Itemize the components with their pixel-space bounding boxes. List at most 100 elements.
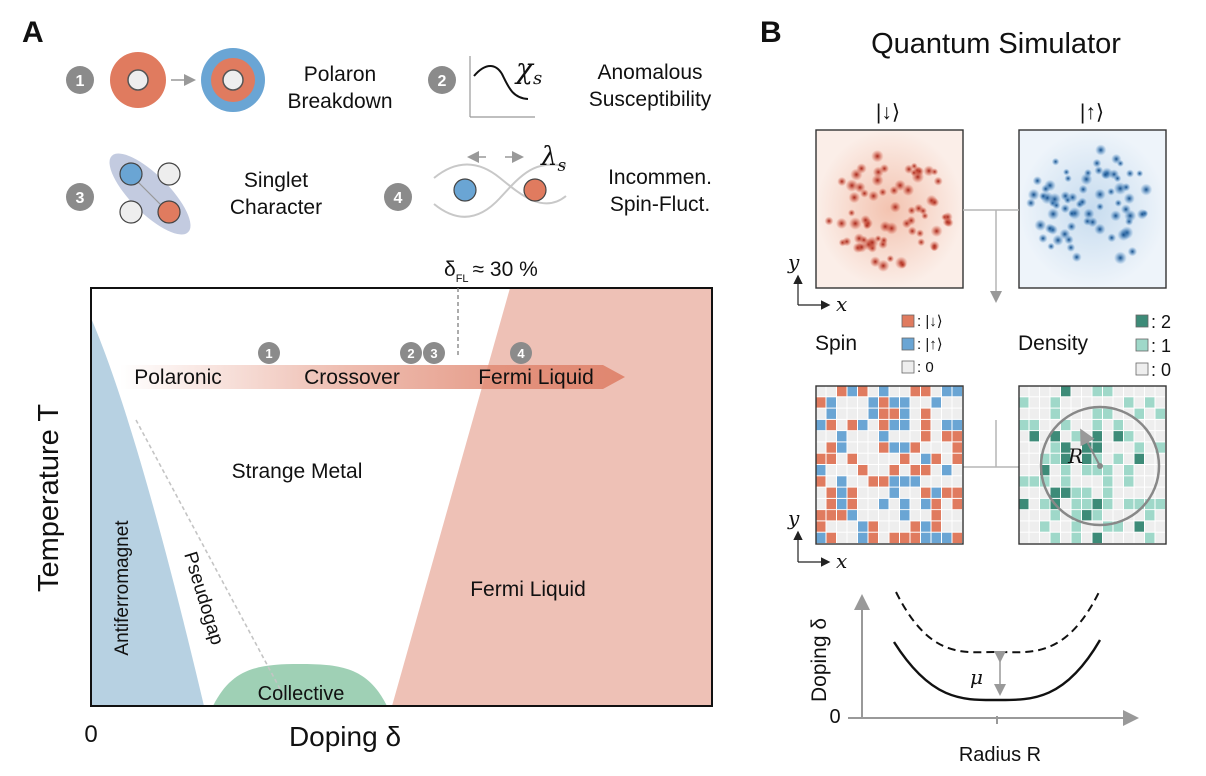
lattice-cell [1124, 397, 1134, 408]
mechanism-2-line2: Susceptibility [589, 88, 712, 111]
atom-spot [865, 236, 879, 249]
chi-symbol: χs [514, 52, 542, 89]
plot-x-label: Radius R [959, 744, 1041, 766]
atom-spot [1078, 184, 1088, 195]
lattice-cell [1082, 510, 1092, 521]
lattice-cell [952, 487, 962, 498]
lattice-cell [910, 532, 920, 543]
pseudogap-boundary [135, 419, 287, 701]
lattice-cell [879, 521, 889, 532]
lattice-cell [1155, 521, 1165, 532]
atom-spot [889, 201, 901, 213]
lattice-cell [837, 397, 847, 408]
lattice-cell [1040, 419, 1050, 431]
lattice-cell [931, 442, 941, 453]
lattice-cell [1061, 465, 1071, 476]
lattice-cell [1019, 419, 1029, 431]
lattice-cell [1113, 510, 1123, 521]
lattice-cell [1124, 476, 1134, 487]
lattice-cell [952, 453, 962, 464]
arrow-marker-4-badge [510, 342, 532, 364]
lattice-cell [1029, 521, 1039, 532]
lattice-cell [889, 442, 899, 453]
spin-legend-down: : |↓⟩ [917, 313, 943, 330]
lattice-cell [1145, 465, 1155, 476]
lattice-cell [1103, 510, 1113, 521]
lattice-cell [1019, 397, 1029, 408]
atom-spot [886, 254, 895, 263]
lattice-cell [889, 453, 899, 464]
atom-spot [917, 238, 926, 247]
atom-spot [921, 212, 929, 220]
density-grid: R [1018, 385, 1167, 545]
lattice-cell [816, 419, 826, 431]
lattice-cell [1113, 408, 1123, 419]
atom-spot [1124, 209, 1137, 222]
lattice-cell [816, 453, 826, 464]
temperature-axis-label: Temperature T [33, 404, 65, 592]
lattice-cell [1050, 408, 1060, 419]
lattice-cell [816, 476, 826, 487]
atom-spot [1071, 252, 1082, 263]
atom-spot [910, 169, 918, 177]
lattice-cell [900, 465, 910, 476]
lattice-cell [1103, 465, 1113, 476]
lattice-cell [1113, 431, 1123, 442]
lattice-cell [900, 510, 910, 521]
lattice-cell [868, 521, 878, 532]
lattice-cell [921, 487, 931, 498]
spin-up-image [1018, 129, 1167, 289]
atom-spot [1038, 233, 1048, 244]
lattice-cell [1061, 498, 1071, 510]
lattice-cell [1050, 465, 1060, 476]
lattice-cell [1050, 453, 1060, 464]
lattice-cell [1082, 442, 1092, 453]
lattice-cell [1071, 397, 1081, 408]
lattice-cell [1019, 487, 1029, 498]
mechanism-4: 4 λs Incommen. Spin-Fluct. [384, 142, 712, 218]
lattice-cell [879, 386, 889, 397]
lattice-cell [816, 498, 826, 510]
lattice-cell [1071, 487, 1081, 498]
atom-spot [1125, 169, 1135, 178]
lattice-cell [1134, 408, 1144, 419]
lattice-cell [879, 498, 889, 510]
lattice-cell [1092, 510, 1102, 521]
spin-title: Spin [815, 332, 857, 355]
lattice-cell [921, 408, 931, 419]
axis-x-top: x [836, 292, 847, 316]
atom-spot [1114, 199, 1123, 207]
atom-spot [929, 197, 940, 208]
lattice-cell [1134, 532, 1144, 543]
lattice-cell [952, 419, 962, 431]
lattice-cell [1134, 521, 1144, 532]
atom-spot [1094, 188, 1106, 201]
lattice-cell [1040, 453, 1050, 464]
lattice-cell [900, 521, 910, 532]
lattice-cell [879, 431, 889, 442]
lattice-cell [1134, 498, 1144, 510]
lattice-cell [1113, 442, 1123, 453]
arrow-marker-3-badge [423, 342, 445, 364]
lattice-cell [921, 498, 931, 510]
atom-spot [910, 162, 918, 170]
arrow-marker-2-badge [400, 342, 422, 364]
lattice-cell [837, 442, 847, 453]
atom-spot [1107, 187, 1116, 196]
lattice-cell [942, 442, 952, 453]
collective-dome [213, 664, 387, 706]
lattice-cell [837, 521, 847, 532]
polaronic-label: Polaronic [134, 366, 222, 389]
atom-spot [1077, 197, 1087, 207]
atom-spot [942, 212, 953, 222]
plot-y-label: Doping δ [808, 618, 831, 702]
lattice-cell [1071, 442, 1081, 453]
lattice-cell [847, 419, 857, 431]
lattice-cell [1082, 465, 1092, 476]
lattice-cell [1092, 521, 1102, 532]
atom-spot [1060, 203, 1070, 214]
lattice-cell [858, 465, 868, 476]
lattice-cell [837, 386, 847, 397]
lattice-cell [900, 532, 910, 543]
lattice-cell [1029, 487, 1039, 498]
